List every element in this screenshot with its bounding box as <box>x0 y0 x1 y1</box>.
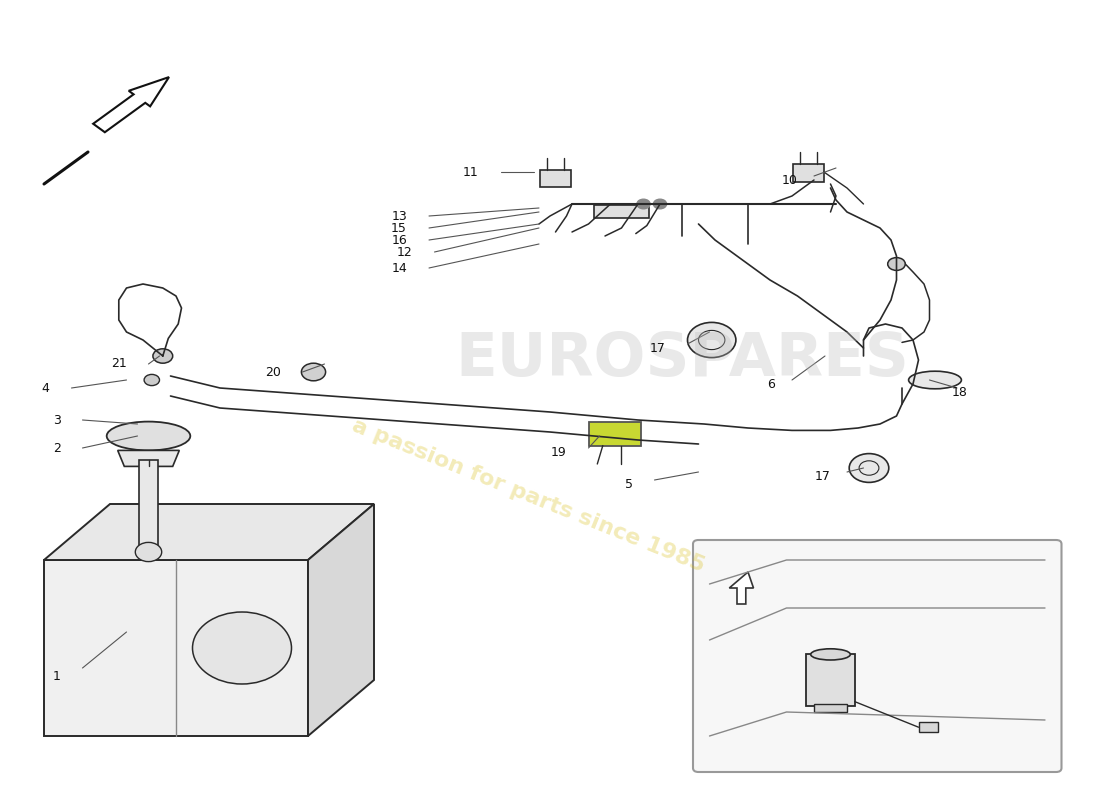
Bar <box>139 460 158 552</box>
Circle shape <box>192 612 292 684</box>
Ellipse shape <box>909 371 961 389</box>
Text: 18: 18 <box>953 386 968 398</box>
Text: 11: 11 <box>463 166 478 178</box>
Circle shape <box>301 363 326 381</box>
Circle shape <box>688 322 736 358</box>
Polygon shape <box>94 77 169 132</box>
Text: 5: 5 <box>625 478 632 490</box>
Circle shape <box>637 199 650 209</box>
Text: 1: 1 <box>53 670 60 682</box>
Polygon shape <box>308 504 374 736</box>
Text: 20: 20 <box>265 366 280 378</box>
Bar <box>594 205 649 218</box>
Text: 15: 15 <box>392 222 407 234</box>
Bar <box>793 164 824 182</box>
Text: 19: 19 <box>551 446 566 458</box>
Polygon shape <box>118 450 179 466</box>
Circle shape <box>153 349 173 363</box>
Bar <box>44 560 308 736</box>
Ellipse shape <box>107 422 190 450</box>
Text: 10: 10 <box>782 174 797 186</box>
Circle shape <box>849 454 889 482</box>
Ellipse shape <box>811 649 850 660</box>
Text: 17: 17 <box>650 342 666 354</box>
Text: 3: 3 <box>53 414 60 426</box>
Bar <box>806 654 855 706</box>
Circle shape <box>653 199 667 209</box>
Text: 6: 6 <box>768 378 776 390</box>
Text: 12: 12 <box>397 246 412 258</box>
Circle shape <box>144 374 159 386</box>
Bar <box>540 170 571 187</box>
Bar <box>814 704 847 712</box>
Text: 4: 4 <box>42 382 50 394</box>
Text: a passion for parts since 1985: a passion for parts since 1985 <box>349 416 707 576</box>
FancyBboxPatch shape <box>693 540 1062 772</box>
Bar <box>588 422 641 446</box>
Text: 2: 2 <box>53 442 60 454</box>
Bar <box>918 722 938 732</box>
Text: 13: 13 <box>392 210 407 222</box>
Circle shape <box>888 258 905 270</box>
Circle shape <box>135 542 162 562</box>
Polygon shape <box>729 572 754 604</box>
Polygon shape <box>44 504 374 560</box>
Text: 16: 16 <box>392 234 407 246</box>
Text: 17: 17 <box>815 470 830 482</box>
Text: EUROSPARES: EUROSPARES <box>455 330 909 390</box>
Text: 14: 14 <box>392 262 407 274</box>
Text: 21: 21 <box>111 358 126 370</box>
